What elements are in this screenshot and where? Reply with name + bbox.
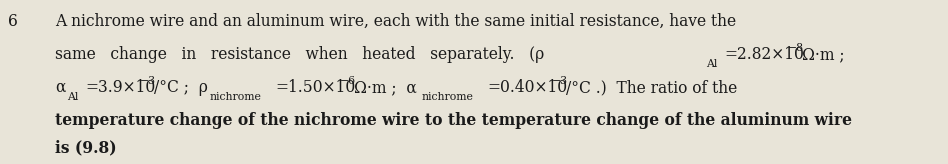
Text: −6: −6 bbox=[340, 76, 356, 86]
Text: Ω·m ;  α: Ω·m ; α bbox=[354, 79, 417, 96]
Text: /°C .)  The ratio of the: /°C .) The ratio of the bbox=[566, 79, 738, 96]
Text: nichrome: nichrome bbox=[210, 92, 262, 102]
Text: nichrome: nichrome bbox=[422, 92, 474, 102]
Text: same   change   in   resistance   when   heated   separately.   (ρ: same change in resistance when heated se… bbox=[55, 46, 544, 63]
Text: Al: Al bbox=[706, 59, 718, 69]
Text: =0.40×10: =0.40×10 bbox=[487, 79, 567, 96]
Text: Al: Al bbox=[67, 92, 79, 102]
Text: /°C ;  ρ: /°C ; ρ bbox=[154, 79, 208, 96]
Text: −8: −8 bbox=[788, 43, 804, 53]
Text: Ω·m ;: Ω·m ; bbox=[802, 46, 845, 63]
Text: =3.9×10: =3.9×10 bbox=[85, 79, 155, 96]
Text: α: α bbox=[55, 79, 65, 96]
Text: 6: 6 bbox=[8, 13, 18, 30]
Text: −3: −3 bbox=[140, 76, 156, 86]
Text: is (9.8): is (9.8) bbox=[55, 139, 117, 156]
Text: =1.50×10: =1.50×10 bbox=[275, 79, 356, 96]
Text: −3: −3 bbox=[552, 76, 568, 86]
Text: =2.82×10: =2.82×10 bbox=[724, 46, 804, 63]
Text: temperature change of the nichrome wire to the temperature change of the aluminu: temperature change of the nichrome wire … bbox=[55, 112, 852, 129]
Text: A nichrome wire and an aluminum wire, each with the same initial resistance, hav: A nichrome wire and an aluminum wire, ea… bbox=[55, 13, 737, 30]
